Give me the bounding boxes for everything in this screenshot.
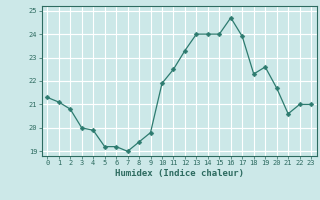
X-axis label: Humidex (Indice chaleur): Humidex (Indice chaleur) [115, 169, 244, 178]
